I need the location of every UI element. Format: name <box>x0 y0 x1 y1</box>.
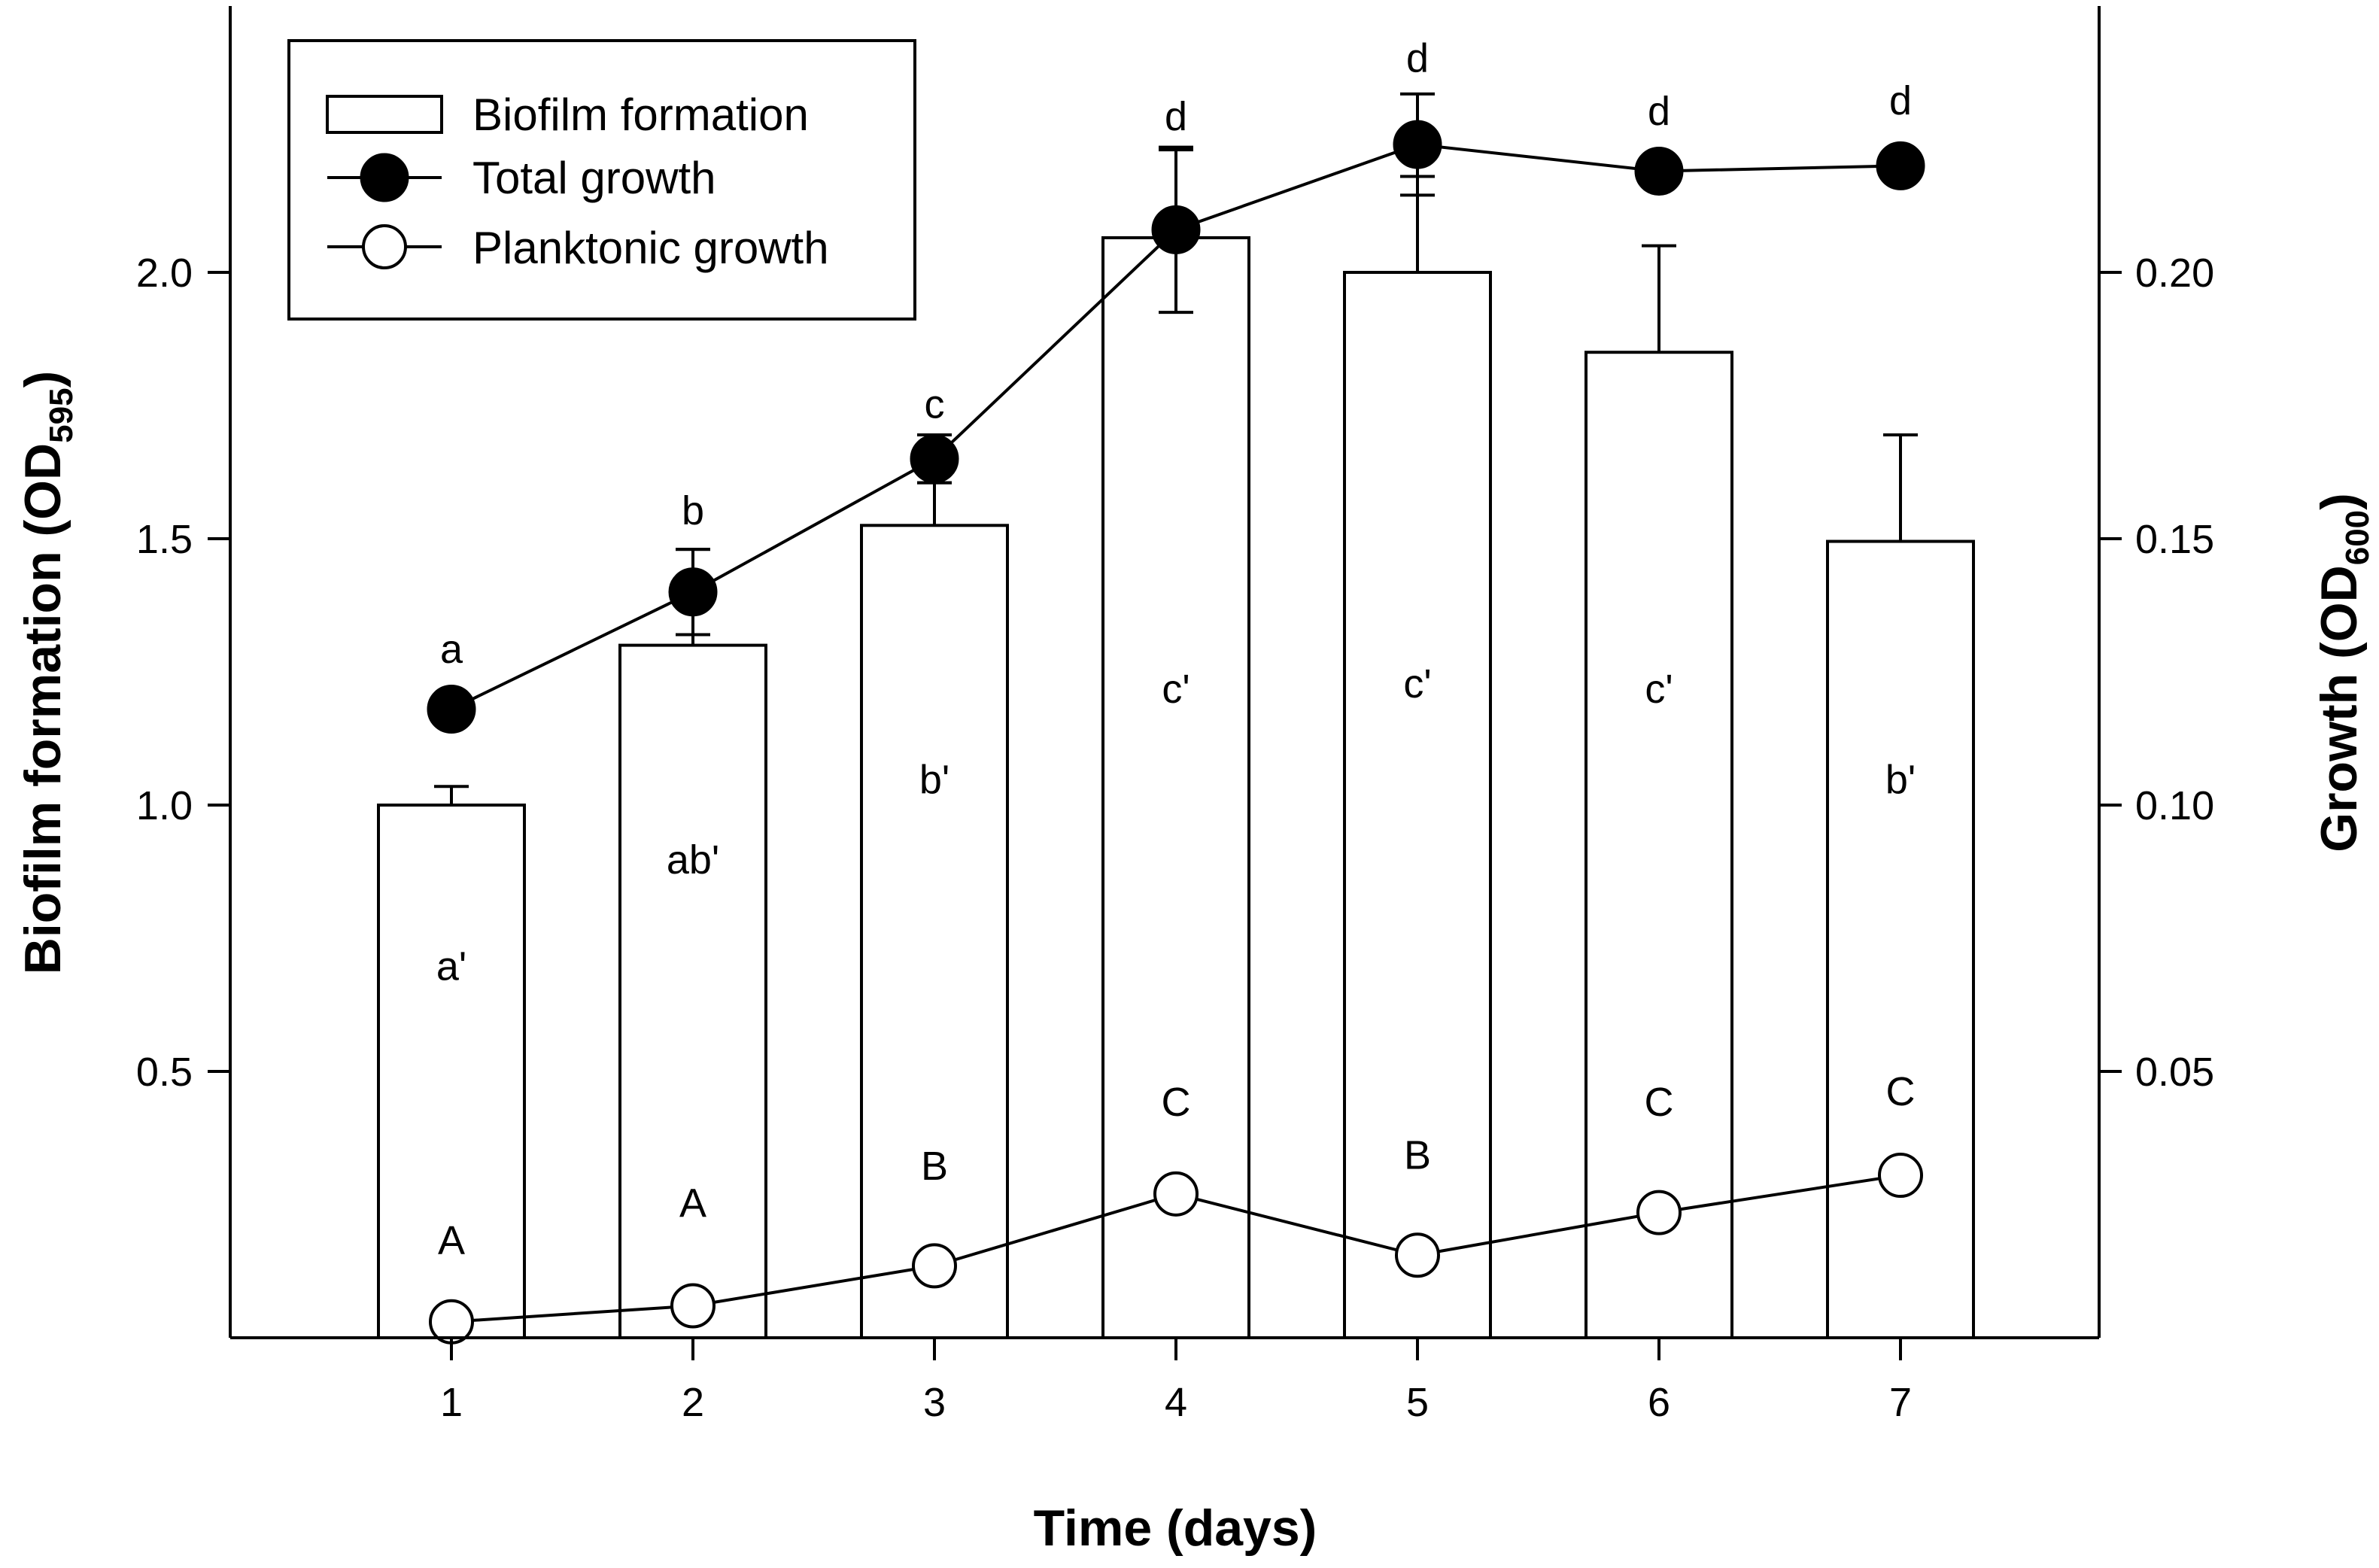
bar-letter-4: c' <box>1162 667 1190 712</box>
bar-day-2 <box>618 643 767 1339</box>
bar-letter-7: b' <box>1885 758 1916 803</box>
total-growth-point-3 <box>910 434 959 484</box>
bar-day-3 <box>860 524 1009 1339</box>
total-growth-point-6 <box>1634 146 1684 196</box>
legend-swatch-biofilm <box>326 95 443 134</box>
biofilm-bars <box>377 236 1975 1340</box>
y2-axis-title: Growth (OD600) <box>2311 493 2376 852</box>
x-tick-label-7: 7 <box>1889 1380 1912 1425</box>
x-tick-label-6: 6 <box>1648 1380 1670 1425</box>
x-tick-label-2: 2 <box>682 1380 704 1425</box>
bar-day-4 <box>1101 236 1250 1340</box>
legend-marker-total <box>360 153 409 202</box>
total-growth-point-4 <box>1151 205 1201 254</box>
total-letter-5: d <box>1406 35 1429 81</box>
bar-letter-6: c' <box>1645 667 1673 712</box>
bar-day-5 <box>1343 271 1492 1339</box>
y2-axis-title-subscript: 600 <box>2339 510 2376 565</box>
bar-letter-2: ab' <box>667 837 719 883</box>
planktonic-letter-2: A <box>679 1181 706 1226</box>
legend-marker-planktonic <box>362 224 407 269</box>
total-letter-1: a <box>440 627 463 672</box>
planktonic-letter-6: C <box>1645 1080 1674 1125</box>
planktonic-letter-5: B <box>1404 1133 1431 1178</box>
total-growth-point-5 <box>1393 120 1442 169</box>
y-tick-label-2: 1.0 <box>136 783 193 828</box>
total-letter-2: b <box>682 488 704 533</box>
planktonic-letter-1: A <box>438 1218 465 1263</box>
y2-tick-label-2: 0.10 <box>2135 783 2214 828</box>
total-growth-point-7 <box>1876 141 1925 190</box>
bar-day-6 <box>1584 351 1733 1340</box>
y-tick-label-1: 0.5 <box>136 1050 193 1095</box>
legend-label-planktonic: Planktonic growth <box>472 223 829 273</box>
x-axis-title: Time (days) <box>1034 1500 1317 1557</box>
bar-day-7 <box>1826 539 1975 1339</box>
y2-tick-label-3: 0.15 <box>2135 517 2214 562</box>
y-axis-title-main: Biofilm formation (OD <box>14 443 71 974</box>
x-tick-label-4: 4 <box>1165 1380 1187 1425</box>
x-tick-label-3: 3 <box>923 1380 946 1425</box>
legend-label-biofilm: Biofilm formation <box>472 90 809 140</box>
planktonic-point-6 <box>1636 1190 1682 1235</box>
total-growth-point-1 <box>427 685 476 734</box>
total-letter-3: c <box>925 381 945 427</box>
planktonic-point-4 <box>1153 1171 1199 1217</box>
planktonic-point-7 <box>1878 1153 1923 1199</box>
total-letter-7: d <box>1889 78 1912 123</box>
axes: 0.5 1.0 1.5 2.0 0.05 0.10 0.15 0.20 1 2 3 4 5 6 7 <box>136 6 2214 1425</box>
total-growth-point-2 <box>668 567 718 617</box>
growth-points <box>427 120 1925 1345</box>
bar-letter-3: b' <box>919 758 949 803</box>
y2-tick-label-4: 0.20 <box>2135 251 2214 296</box>
legend: Biofilm formation Total growth Planktonic … <box>287 39 916 321</box>
total-letter-6: d <box>1648 89 1670 134</box>
planktonic-letter-3: B <box>921 1144 948 1189</box>
planktonic-point-2 <box>670 1283 716 1329</box>
planktonic-letter-7: C <box>1886 1069 1916 1114</box>
bar-letter-1: a' <box>436 944 466 989</box>
axis-titles: Time (days) Biofilm formation (OD595) Gr… <box>14 371 2376 1557</box>
y-tick-label-3: 1.5 <box>136 517 193 562</box>
significance-letters: a' ab' b' c' c' c' b' a b c d d d d A A B C B C C <box>436 35 1916 1263</box>
y-axis-title-close: ) <box>14 371 71 388</box>
y-axis-title: Biofilm formation (OD595) <box>14 371 80 974</box>
y2-axis-title-close: ) <box>2311 493 2368 510</box>
x-tick-label-5: 5 <box>1406 1380 1429 1425</box>
y2-tick-label-1: 0.05 <box>2135 1050 2214 1095</box>
planktonic-point-3 <box>912 1243 957 1289</box>
y2-axis-title-main: Growth (OD <box>2311 565 2368 852</box>
y-axis-title-subscript: 595 <box>43 387 80 442</box>
planktonic-letter-4: C <box>1162 1080 1191 1125</box>
bar-day-1 <box>377 804 526 1339</box>
x-tick-label-1: 1 <box>440 1380 463 1425</box>
bar-letter-5: c' <box>1403 661 1431 707</box>
planktonic-point-5 <box>1395 1232 1440 1278</box>
legend-label-total: Total growth <box>472 153 716 203</box>
total-letter-4: d <box>1165 94 1187 139</box>
y-tick-label-4: 2.0 <box>136 251 193 296</box>
